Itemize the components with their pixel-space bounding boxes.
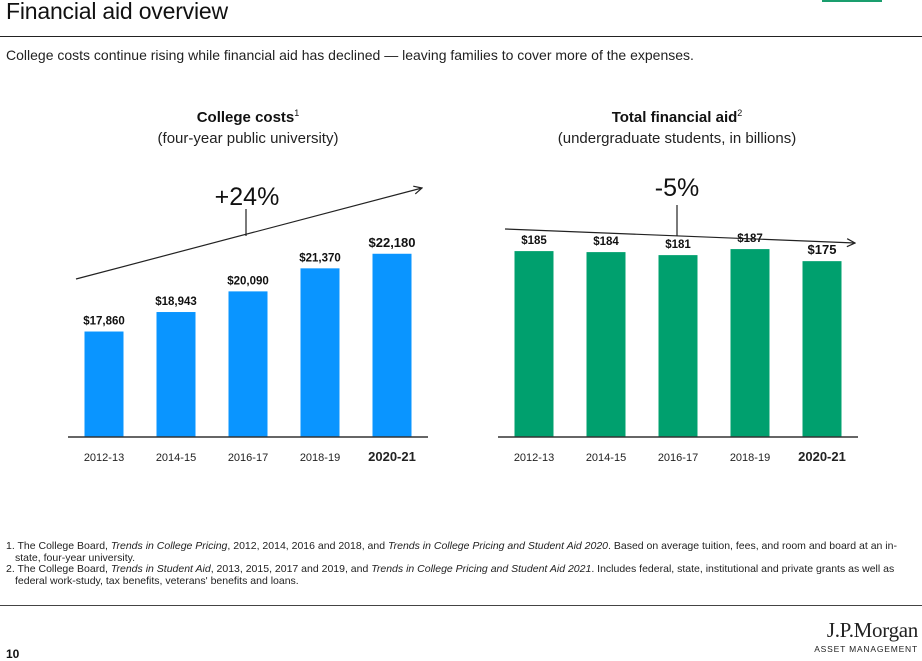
bar-2020-21 xyxy=(802,261,842,437)
value-label-2014-15: $184 xyxy=(593,236,619,248)
change-label: +24% xyxy=(215,183,280,211)
footer-divider xyxy=(0,605,922,606)
bar-2012-13 xyxy=(514,251,554,437)
chart-aid-title-text: Total financial aid xyxy=(611,109,738,126)
bar-2012-13 xyxy=(84,331,124,437)
footnote-1-number: 1. xyxy=(6,540,18,552)
bar-2018-19 xyxy=(730,249,770,437)
footnote-1-italic-b: Trends in College Pricing and Student Ai… xyxy=(387,540,609,552)
chart-costs-title-note: 1 xyxy=(294,108,300,118)
bar-2016-17 xyxy=(658,255,698,437)
tick-label-2016-17: 2016-17 xyxy=(658,452,698,464)
header-accent-bar xyxy=(822,0,882,2)
value-label-2016-17: $20,090 xyxy=(227,275,269,287)
footnote-2-number: 2. xyxy=(6,563,18,575)
page-subtitle: College costs continue rising while fina… xyxy=(6,47,694,63)
bar-2020-21 xyxy=(372,253,412,437)
chart-aid-title: Total financial aid2 xyxy=(512,108,842,126)
page-number: 10 xyxy=(6,647,20,661)
footnotes: 1. The College Board, Trends in College … xyxy=(6,540,911,587)
value-label-2014-15: $18,943 xyxy=(155,296,197,308)
bar-2014-15 xyxy=(586,252,626,437)
footnote-2-text-b: , 2013, 2015, 2017 and 2019, and xyxy=(210,563,372,575)
tick-label-2012-13: 2012-13 xyxy=(84,452,124,464)
change-label: -5% xyxy=(655,174,699,202)
footnote-1-italic-a: Trends in College Pricing xyxy=(110,540,228,552)
tick-label-2014-15: 2014-15 xyxy=(586,452,626,464)
tick-label-2020-21: 2020-21 xyxy=(368,449,416,464)
tick-label-2016-17: 2016-17 xyxy=(228,452,268,464)
footnote-2: 2. The College Board, Trends in Student … xyxy=(6,563,911,587)
footnote-2-italic-b: Trends in College Pricing and Student Ai… xyxy=(371,563,592,575)
tick-label-2018-19: 2018-19 xyxy=(300,452,340,464)
tick-label-2012-13: 2012-13 xyxy=(514,452,554,464)
chart-costs-title-text: College costs xyxy=(196,109,295,126)
logo-subtitle: ASSET MANAGEMENT xyxy=(814,644,918,654)
page-title: Financial aid overview xyxy=(6,0,228,24)
title-divider xyxy=(0,36,922,37)
value-label-2012-13: $17,860 xyxy=(83,316,125,328)
chart-costs-subtitle: (four-year public university) xyxy=(157,130,339,147)
value-label-2012-13: $185 xyxy=(521,235,547,247)
value-label-2020-21: $175 xyxy=(808,242,837,257)
value-label-2016-17: $181 xyxy=(665,239,691,251)
trend-arrow xyxy=(75,188,422,280)
footnote-2-text-c: . Includes federal, state, institutional… xyxy=(15,563,895,587)
chart-costs-title: College costs1 xyxy=(83,108,413,126)
footnote-2-italic-a: Trends in Student Aid xyxy=(110,563,211,575)
footnote-1: 1. The College Board, Trends in College … xyxy=(6,540,911,564)
charts-canvas: $17,860 2012-13 $18,943 2014-15 $20,090 2016-… xyxy=(68,174,858,464)
value-label-2018-19: $21,370 xyxy=(299,252,341,264)
footnote-1-text-a: The College Board, xyxy=(17,540,111,552)
value-label-2020-21: $22,180 xyxy=(369,235,416,250)
trend-arrow xyxy=(504,228,855,243)
footnote-2-text-a: The College Board, xyxy=(17,563,111,575)
chart-aid-subtitle: (undergraduate students, in billions) xyxy=(557,130,797,147)
chart-aid-title-note: 2 xyxy=(737,108,743,118)
footnote-1-text-c: . Based on average tuition, fees, and ro… xyxy=(15,540,897,564)
college-costs-chart: $17,860 2012-13 $18,943 2014-15 $20,090 2016-… xyxy=(68,183,428,464)
bar-2014-15 xyxy=(156,312,196,437)
tick-label-2020-21: 2020-21 xyxy=(798,449,846,464)
bar-2016-17 xyxy=(228,291,268,437)
bar-2018-19 xyxy=(300,268,340,437)
tick-label-2018-19: 2018-19 xyxy=(730,452,770,464)
jpmorgan-logo: J.P.Morgan ASSET MANAGEMENT xyxy=(806,618,918,654)
financial-aid-chart: $1852012-13$1842014-15$1812016-17$187201… xyxy=(498,174,858,464)
footnote-1-text-b: , 2012, 2014, 2016 and 2018, and xyxy=(227,540,388,552)
tick-label-2014-15: 2014-15 xyxy=(156,452,196,464)
logo-name: J.P.Morgan xyxy=(826,618,918,642)
